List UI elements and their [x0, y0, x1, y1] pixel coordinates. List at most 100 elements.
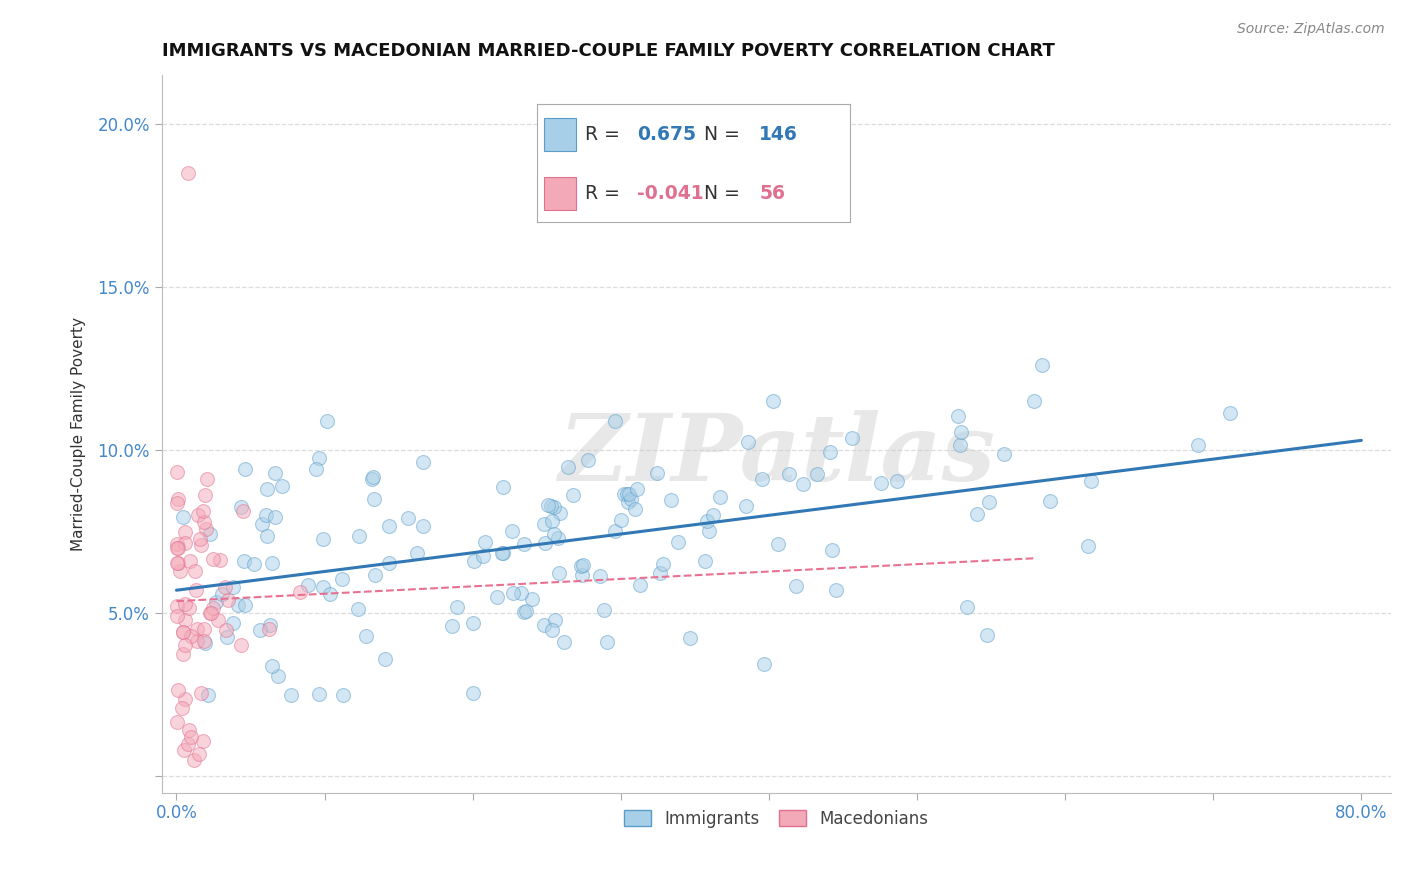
- Point: [841, 431, 863, 445]
- Point: [547, 531, 569, 545]
- Point: [513, 605, 536, 619]
- Text: IMMIGRANTS VS MACEDONIAN MARRIED-COUPLE FAMILY POVERTY CORRELATION CHART: IMMIGRANTS VS MACEDONIAN MARRIED-COUPLE …: [162, 42, 1054, 60]
- Point: [666, 535, 689, 549]
- Point: [180, 730, 202, 744]
- Point: [254, 508, 277, 522]
- Point: [609, 512, 631, 526]
- Point: [200, 606, 222, 620]
- Point: [702, 508, 724, 522]
- Point: [190, 538, 212, 552]
- Point: [217, 630, 239, 644]
- Point: [886, 475, 908, 489]
- Point: [256, 483, 278, 497]
- Point: [1024, 394, 1046, 409]
- Point: [184, 583, 207, 598]
- Point: [548, 566, 571, 580]
- Point: [593, 603, 616, 617]
- Point: [541, 623, 564, 637]
- Point: [541, 515, 564, 529]
- Point: [396, 510, 419, 524]
- Point: [695, 554, 717, 568]
- Point: [571, 568, 593, 582]
- Point: [709, 490, 731, 504]
- Point: [194, 636, 217, 650]
- Point: [315, 414, 337, 428]
- Y-axis label: Married-Couple Family Poverty: Married-Couple Family Poverty: [72, 317, 86, 551]
- Point: [172, 624, 194, 639]
- Point: [562, 488, 585, 502]
- Point: [179, 601, 201, 615]
- Point: [1187, 438, 1209, 452]
- Point: [361, 471, 384, 485]
- Point: [202, 552, 225, 566]
- Point: [624, 501, 647, 516]
- Point: [870, 475, 893, 490]
- Point: [762, 394, 785, 409]
- Point: [233, 461, 256, 475]
- Point: [193, 623, 215, 637]
- Point: [197, 688, 219, 702]
- Point: [737, 435, 759, 450]
- Point: [235, 598, 257, 612]
- Point: [194, 488, 217, 502]
- Point: [332, 688, 354, 702]
- Point: [696, 514, 718, 528]
- Point: [363, 491, 385, 506]
- Point: [818, 445, 841, 459]
- Point: [166, 599, 188, 613]
- Point: [217, 592, 239, 607]
- Point: [250, 516, 273, 531]
- Point: [364, 567, 387, 582]
- Point: [472, 549, 495, 563]
- Point: [619, 492, 641, 507]
- Point: [187, 508, 209, 522]
- Point: [949, 437, 972, 451]
- Point: [166, 496, 188, 510]
- Point: [543, 613, 565, 627]
- Point: [264, 466, 287, 480]
- Point: [412, 455, 434, 469]
- Point: [1219, 406, 1241, 420]
- Point: [312, 581, 335, 595]
- Point: [257, 623, 280, 637]
- Point: [177, 723, 200, 738]
- Point: [569, 559, 592, 574]
- Point: [377, 519, 399, 533]
- Point: [167, 492, 190, 507]
- Point: [491, 546, 513, 560]
- Point: [540, 500, 562, 514]
- Point: [347, 601, 370, 615]
- Point: [290, 584, 312, 599]
- Point: [166, 536, 188, 550]
- Point: [613, 487, 636, 501]
- Point: [821, 543, 844, 558]
- Point: [463, 554, 485, 568]
- Point: [195, 472, 218, 486]
- Point: [785, 579, 807, 593]
- Point: [297, 578, 319, 592]
- Point: [752, 657, 775, 671]
- Point: [616, 487, 638, 501]
- Point: [993, 447, 1015, 461]
- Point: [193, 504, 215, 518]
- Point: [173, 613, 195, 627]
- Point: [533, 517, 555, 532]
- Point: [534, 535, 557, 549]
- Point: [166, 556, 188, 570]
- Point: [183, 753, 205, 767]
- Point: [576, 453, 599, 467]
- Point: [363, 470, 385, 484]
- Point: [946, 409, 969, 423]
- Point: [537, 498, 560, 512]
- Point: [308, 451, 330, 466]
- Point: [626, 482, 648, 496]
- Point: [474, 534, 496, 549]
- Point: [166, 465, 188, 479]
- Point: [977, 494, 1000, 508]
- Legend: Immigrants, Macedonians: Immigrants, Macedonians: [617, 803, 935, 835]
- Point: [377, 556, 399, 570]
- Point: [214, 580, 236, 594]
- Point: [167, 683, 190, 698]
- Point: [501, 524, 523, 538]
- Point: [172, 701, 194, 715]
